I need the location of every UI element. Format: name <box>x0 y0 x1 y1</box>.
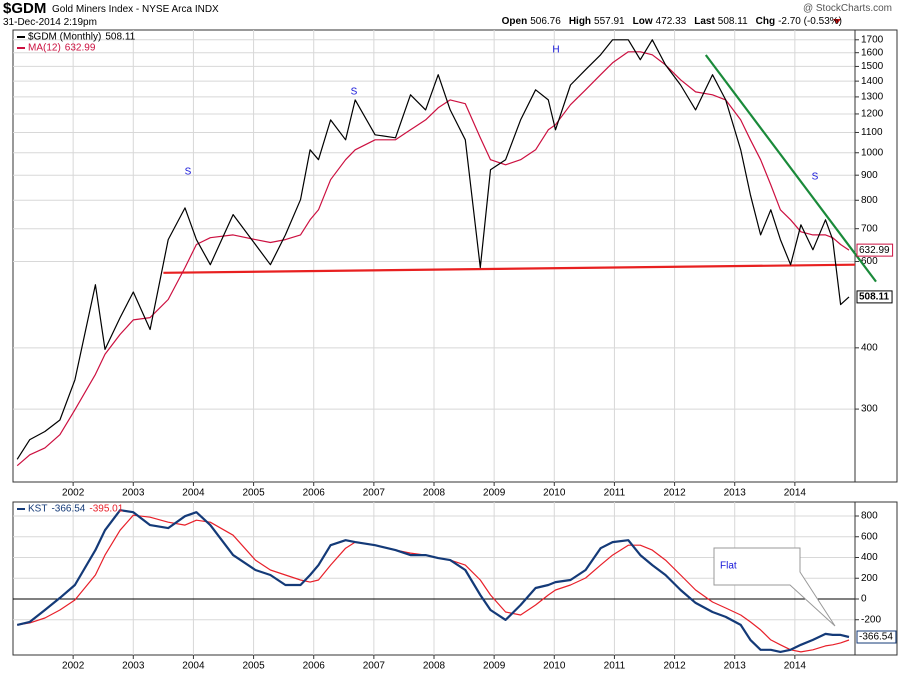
quote-label: Low <box>632 16 653 27</box>
end-label: -366.54 <box>859 632 893 643</box>
y-tick-label: 600 <box>861 531 878 542</box>
annotation: H <box>552 45 559 56</box>
x-tick-label: 2013 <box>724 661 747 672</box>
x-tick-label: 2002 <box>62 661 85 672</box>
x-tick-label: 2009 <box>483 661 506 672</box>
y-tick-label: 1300 <box>861 92 884 103</box>
y-tick-label: 400 <box>861 342 878 353</box>
end-label: 508.11 <box>859 292 889 303</box>
x-tick-label: 2006 <box>303 488 326 499</box>
y-tick-label: 900 <box>861 170 878 181</box>
x-tick-label: 2005 <box>242 661 265 672</box>
quote: Open 506.76 High 557.91 Low 472.33 Last 508.11 C… <box>494 16 842 27</box>
y-tick-label: 0 <box>861 594 867 605</box>
series-line <box>16 39 850 460</box>
x-tick-label: 2014 <box>784 488 807 499</box>
y-tick-label: 1400 <box>861 76 884 87</box>
legend-label: $GDM (Monthly) <box>28 32 101 43</box>
y-tick-label: 200 <box>861 573 878 584</box>
end-label-box <box>856 630 897 644</box>
y-tick-label: 300 <box>861 404 878 415</box>
y-tick-label: 400 <box>861 552 878 563</box>
legend-value: 632.99 <box>65 43 96 54</box>
y-tick-label: 600 <box>861 256 878 267</box>
annotation: S <box>351 87 358 98</box>
y-tick-label: 1100 <box>861 127 883 138</box>
x-tick-label: 2004 <box>182 488 205 499</box>
y-tick-label: 1000 <box>861 147 884 158</box>
end-label-box <box>856 290 893 304</box>
legend-value: -395.01 <box>89 504 123 515</box>
end-label: 632.99 <box>859 245 890 256</box>
x-tick-label: 2010 <box>543 488 566 499</box>
quote-label: High <box>568 16 592 27</box>
x-tick-label: 2005 <box>242 488 265 499</box>
series-line <box>17 514 850 653</box>
x-tick-label: 2006 <box>303 661 326 672</box>
x-tick-label: 2008 <box>423 661 446 672</box>
series-line <box>16 51 850 467</box>
x-tick-label: 2011 <box>604 488 626 499</box>
quote-value: 506.76 <box>530 16 561 27</box>
index-name: Gold Miners Index - NYSE Arca INDX <box>52 4 219 15</box>
legend-label: KST <box>28 504 47 515</box>
legend-value: 508.11 <box>105 32 135 43</box>
quote-value: 472.33 <box>655 16 687 27</box>
series-line <box>16 509 850 653</box>
quote-label: Open <box>501 16 528 27</box>
legend-label: MA(12) <box>28 43 61 54</box>
y-tick-label: 800 <box>861 195 878 206</box>
annotation: S <box>812 172 819 183</box>
y-tick-label: 1700 <box>861 34 884 45</box>
source: @ StockCharts.com <box>802 3 892 14</box>
symbol: $GDM <box>3 0 47 17</box>
x-tick-label: 2013 <box>724 488 747 499</box>
legend-value: -366.54 <box>51 504 85 515</box>
quote-value: -2.70 (-0.53%) <box>778 16 842 27</box>
y-tick-label: -200 <box>861 614 881 625</box>
trendline <box>704 54 877 283</box>
x-tick-label: 2010 <box>543 661 566 672</box>
x-tick-label: 2003 <box>122 488 145 499</box>
quote-value: 508.11 <box>717 16 748 27</box>
x-tick-label: 2012 <box>663 488 686 499</box>
annotation: S <box>185 167 192 178</box>
down-arrow <box>833 19 841 24</box>
panel-frame <box>12 29 898 483</box>
x-tick-label: 2014 <box>784 661 807 672</box>
end-label-box <box>856 243 894 257</box>
y-tick-label: 1600 <box>861 47 884 58</box>
y-tick-label: 700 <box>861 223 878 234</box>
y-tick-label: 1200 <box>861 109 884 120</box>
x-tick-label: 2007 <box>363 488 386 499</box>
quote-label: Last <box>694 16 715 27</box>
annotation: Flat <box>720 561 737 572</box>
x-tick-label: 2011 <box>604 661 626 672</box>
callout <box>713 547 836 627</box>
quote-value: 557.91 <box>594 16 625 27</box>
x-tick-label: 2003 <box>122 661 145 672</box>
y-tick-label: 1500 <box>861 61 884 72</box>
x-tick-label: 2008 <box>423 488 446 499</box>
x-tick-label: 2004 <box>182 661 205 672</box>
x-tick-label: 2007 <box>363 661 386 672</box>
x-tick-label: 2012 <box>663 661 686 672</box>
date: 31-Dec-2014 2:19pm <box>3 17 97 28</box>
x-tick-label: 2009 <box>483 488 506 499</box>
x-tick-label: 2002 <box>62 488 85 499</box>
header: $GDM Gold Miners Index - NYSE Arca INDX … <box>0 0 900 28</box>
trendline <box>163 263 856 274</box>
quote-label: Chg <box>755 16 776 27</box>
y-tick-label: 800 <box>861 511 878 522</box>
